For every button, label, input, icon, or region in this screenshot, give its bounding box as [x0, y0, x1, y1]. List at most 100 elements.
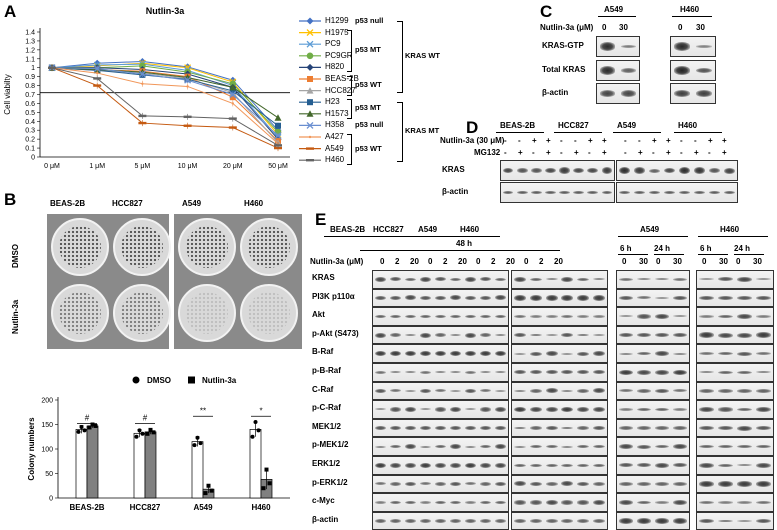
dose-label: 0	[428, 257, 433, 266]
protein-band	[699, 389, 714, 393]
dose-label: 30	[639, 257, 648, 266]
marker-stroke	[306, 40, 314, 48]
y-tick-label: 1.3	[25, 38, 35, 45]
protein-band	[561, 352, 574, 355]
protein-band	[561, 463, 574, 468]
colony-dots	[186, 292, 228, 334]
protein-band	[619, 352, 633, 355]
group-label: p53 WT	[355, 79, 382, 89]
protein-band	[718, 501, 733, 504]
protein-band	[419, 425, 432, 431]
protein-band	[404, 462, 417, 468]
colony-dots	[59, 292, 101, 334]
protein-band	[593, 425, 606, 431]
protein-band	[374, 408, 387, 411]
protein-band	[756, 332, 771, 338]
line-underline	[412, 236, 458, 237]
blot-strip	[696, 270, 774, 289]
blot-strip	[696, 456, 774, 475]
line-underline	[324, 236, 370, 237]
blot-row-label: β-actin	[442, 187, 469, 196]
protein-band	[561, 445, 574, 448]
legend-label: H1299	[325, 16, 349, 25]
protein-band	[619, 408, 633, 411]
blot-strip	[511, 381, 608, 401]
culture-well	[178, 284, 236, 342]
y-tick-label: 0.3	[25, 128, 35, 135]
blot-strip	[696, 307, 774, 326]
protein-band	[479, 500, 492, 505]
protein-band	[637, 500, 651, 505]
significance-mark: #	[143, 414, 148, 423]
protein-band	[529, 389, 542, 393]
legend-marker	[306, 121, 314, 129]
protein-band	[620, 45, 637, 48]
blot-row-label: β-actin	[312, 514, 339, 524]
protein-band	[464, 370, 477, 374]
protein-band	[479, 482, 492, 486]
protein-band	[693, 167, 706, 174]
culture-well	[240, 284, 298, 342]
protein-band	[530, 168, 542, 173]
protein-band	[718, 519, 733, 523]
protein-band	[404, 407, 417, 412]
legend-marker-nutlin	[188, 376, 195, 384]
protein-band	[419, 388, 432, 393]
protein-band	[404, 481, 417, 486]
protein-band	[494, 519, 507, 523]
x-tick-label: 0 μM	[44, 163, 60, 170]
treatment-sign: +	[546, 136, 551, 145]
protein-band	[693, 191, 706, 194]
legend-marker	[306, 63, 314, 71]
group-label: p53 null	[355, 120, 384, 130]
protein-band	[419, 501, 432, 504]
protein-band	[529, 277, 542, 282]
protein-band	[513, 295, 526, 301]
protein-band	[374, 332, 387, 338]
protein-band	[529, 351, 542, 356]
panel-d-label: D	[466, 118, 479, 137]
series-line	[52, 67, 279, 140]
data-point	[186, 85, 189, 88]
time-label: 24 h	[734, 244, 751, 253]
protein-band	[513, 500, 526, 505]
protein-band	[479, 333, 492, 337]
protein-band	[737, 464, 752, 467]
blot-row-label: p-Akt (S473)	[312, 328, 359, 338]
treatment-sign: -	[560, 136, 563, 145]
protein-band	[545, 425, 558, 431]
protein-band	[545, 370, 558, 375]
protein-band	[389, 314, 402, 319]
series-line	[51, 63, 279, 138]
protein-band	[655, 462, 669, 468]
protein-band	[673, 42, 691, 51]
y-tick-label: 150	[41, 422, 53, 429]
x-tick-label: A549	[193, 503, 213, 512]
cell-line-label: HCC827	[558, 121, 589, 130]
protein-band	[494, 371, 507, 374]
blot-row-label: C-Raf	[312, 384, 334, 394]
y-tick-label: 0.8	[25, 83, 35, 90]
blot-strip	[616, 307, 690, 326]
series-line	[51, 67, 279, 136]
protein-band	[513, 315, 526, 318]
protein-band	[655, 388, 669, 393]
protein-band	[561, 481, 574, 487]
protein-band	[449, 519, 462, 523]
blot-row-label: MEK1/2	[312, 421, 341, 431]
protein-band	[633, 191, 646, 194]
blot-strip	[372, 381, 509, 401]
cell-line-label: HCC827	[373, 225, 404, 234]
protein-band	[561, 276, 574, 282]
blot-row-label: ERK1/2	[312, 459, 341, 468]
protein-band	[637, 314, 651, 319]
dose-label: 0	[656, 257, 661, 266]
protein-band	[655, 426, 669, 430]
protein-band	[479, 295, 492, 300]
protein-band	[756, 481, 771, 487]
series-line	[51, 67, 279, 149]
protein-band	[593, 315, 606, 318]
protein-band	[577, 370, 590, 375]
cell-line-label: BEAS-2B	[500, 121, 536, 130]
x-tick-label: 10 μM	[178, 163, 198, 170]
